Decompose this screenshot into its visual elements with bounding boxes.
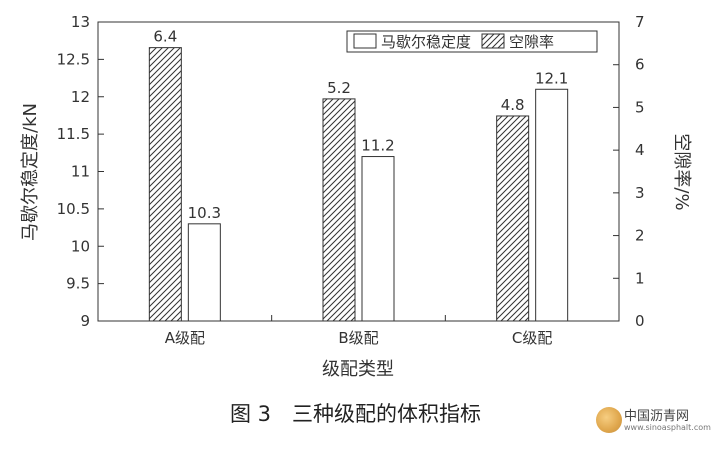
x-tick-label: C级配: [512, 329, 552, 347]
right-tick-label: 0: [635, 312, 645, 330]
data-label-voids: 4.8: [501, 96, 525, 114]
right-tick-label: 1: [635, 269, 645, 287]
right-tick-label: 3: [635, 184, 645, 202]
data-label-voids: 5.2: [327, 79, 351, 97]
x-tick-label: A级配: [165, 329, 205, 347]
bar-voids: [148, 47, 182, 322]
left-tick-label: 12.5: [57, 50, 90, 68]
left-tick-label: 12: [71, 88, 90, 106]
y-axis-title: 马歇尔稳定度/kN: [20, 103, 41, 241]
right-tick-label: 2: [635, 227, 645, 245]
data-label-stability: 11.2: [361, 137, 394, 155]
right-axis-ticks: 0 1 2 3 4 5 6 7: [613, 13, 645, 330]
x-tick-label: B级配: [338, 329, 378, 347]
left-tick-label: 9.5: [66, 275, 90, 293]
data-label-stability: 10.3: [188, 204, 221, 222]
watermark-title: 中国沥青网: [624, 409, 690, 424]
x-axis-title: 级配类型: [322, 359, 394, 380]
data-label-voids: 6.4: [153, 28, 177, 46]
watermark-logo-icon: [596, 407, 622, 433]
bar-stability: [187, 223, 221, 322]
right-tick-label: 5: [635, 98, 645, 116]
bar-voids: [322, 98, 356, 322]
legend-label-stability: 马歇尔稳定度: [381, 33, 471, 51]
data-label-stability: 12.1: [535, 69, 568, 87]
legend-swatch-hollow: [353, 33, 377, 49]
bars: [148, 47, 569, 322]
left-tick-label: 10.5: [57, 200, 90, 218]
bar-voids: [496, 115, 530, 322]
data-labels: 6.4 10.3 5.2 11.2 4.8 12.1: [153, 28, 568, 222]
legend-label-voids: 空隙率: [509, 33, 554, 51]
right-tick-label: 7: [635, 13, 645, 31]
legend-frame: [346, 30, 598, 53]
left-tick-label: 11: [71, 163, 90, 181]
legend-swatch-hatched: [481, 33, 505, 49]
watermark: 中国沥青网 www.sinoasphalt.com: [596, 403, 711, 441]
left-tick-label: 10: [71, 237, 90, 255]
left-tick-label: 13: [71, 13, 90, 31]
y2-axis-title: 空隙率/%: [671, 133, 692, 210]
bar-stability: [535, 88, 569, 322]
right-tick-label: 6: [635, 56, 645, 74]
watermark-url: www.sinoasphalt.com: [624, 423, 711, 432]
bar-stability: [361, 156, 395, 322]
right-tick-label: 4: [635, 141, 645, 159]
x-axis-ticks: A级配 B级配 C级配: [165, 315, 552, 347]
left-axis-ticks: 9 9.5 10 10.5 11 11.5 12 12.5 13: [57, 13, 104, 330]
legend: 马歇尔稳定度 空隙率: [346, 30, 598, 53]
figure-caption: 图 3 三种级配的体积指标: [229, 402, 482, 426]
left-tick-label: 11.5: [57, 125, 90, 143]
left-tick-label: 9: [80, 312, 90, 330]
